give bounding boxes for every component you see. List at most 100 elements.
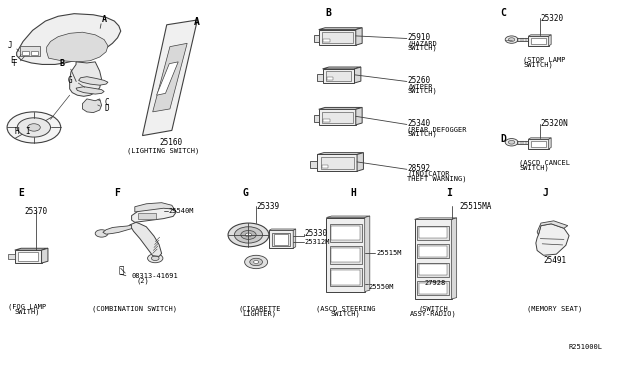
Polygon shape <box>76 87 104 94</box>
Bar <box>15 250 42 263</box>
Bar <box>272 233 290 246</box>
Text: (STOP LAMP: (STOP LAMP <box>523 57 566 63</box>
Polygon shape <box>314 115 319 122</box>
Text: (COMBINATION SWITCH): (COMBINATION SWITCH) <box>92 306 177 312</box>
Text: SWITCH): SWITCH) <box>331 311 360 317</box>
Polygon shape <box>548 35 551 46</box>
Polygon shape <box>83 99 102 113</box>
Circle shape <box>7 112 61 143</box>
Bar <box>31 51 38 55</box>
Text: SWITCH): SWITCH) <box>523 62 553 68</box>
Text: (2): (2) <box>137 278 150 284</box>
Text: A: A <box>102 16 107 25</box>
Polygon shape <box>415 218 457 219</box>
Text: 25340: 25340 <box>408 119 431 128</box>
Polygon shape <box>310 161 317 168</box>
Text: (REAR DEFOGGER: (REAR DEFOGGER <box>408 126 467 133</box>
Bar <box>417 226 449 240</box>
Polygon shape <box>355 67 361 83</box>
Polygon shape <box>548 138 551 149</box>
Text: (WIPER: (WIPER <box>408 83 433 90</box>
Text: 25260: 25260 <box>408 76 431 85</box>
Bar <box>531 141 546 147</box>
Text: 25515M: 25515M <box>376 250 402 256</box>
Polygon shape <box>357 153 364 171</box>
Bar <box>322 165 328 168</box>
Polygon shape <box>157 62 178 95</box>
Bar <box>417 244 449 258</box>
Text: 25160: 25160 <box>159 138 183 147</box>
Polygon shape <box>17 14 121 64</box>
Text: I: I <box>25 126 29 136</box>
Text: 25370: 25370 <box>24 207 47 216</box>
Text: C: C <box>104 98 109 107</box>
Text: D: D <box>500 134 506 144</box>
Circle shape <box>508 38 515 41</box>
Circle shape <box>228 223 269 247</box>
Text: I: I <box>447 188 452 198</box>
Polygon shape <box>319 108 362 109</box>
Bar <box>138 214 156 219</box>
Polygon shape <box>42 248 48 263</box>
Bar <box>327 77 333 80</box>
Bar <box>419 246 447 257</box>
Bar <box>321 157 354 169</box>
Text: 28592: 28592 <box>408 164 431 173</box>
Circle shape <box>245 233 252 237</box>
Bar <box>332 226 360 240</box>
Text: SWITCH): SWITCH) <box>408 131 437 137</box>
Text: H: H <box>15 126 19 136</box>
Circle shape <box>148 254 163 263</box>
Circle shape <box>505 36 518 43</box>
Polygon shape <box>317 74 323 81</box>
Text: ASSY-RADIO): ASSY-RADIO) <box>410 311 457 317</box>
Text: (LIGHTING SWITCH): (LIGHTING SWITCH) <box>127 148 200 154</box>
Polygon shape <box>319 28 362 30</box>
Text: F: F <box>115 188 120 198</box>
Text: 27928: 27928 <box>424 280 445 286</box>
Text: 25339: 25339 <box>256 202 279 211</box>
Polygon shape <box>323 67 361 69</box>
Text: C: C <box>500 7 506 17</box>
Bar <box>8 254 15 259</box>
Text: 25491: 25491 <box>543 256 566 265</box>
Polygon shape <box>319 30 356 45</box>
Text: 25320: 25320 <box>540 14 563 23</box>
Bar <box>326 71 351 81</box>
Text: G: G <box>68 76 72 85</box>
Text: J: J <box>542 188 548 198</box>
Bar <box>419 227 447 238</box>
Circle shape <box>508 140 515 144</box>
Polygon shape <box>536 224 569 255</box>
Bar <box>330 246 362 264</box>
Bar <box>326 218 365 292</box>
Text: (CIGARETTE: (CIGARETTE <box>238 306 280 312</box>
Polygon shape <box>293 229 296 248</box>
Text: E: E <box>10 56 15 65</box>
Polygon shape <box>15 248 48 250</box>
Bar <box>274 234 288 245</box>
Polygon shape <box>70 62 102 96</box>
Bar <box>269 231 293 248</box>
Text: SWITCH): SWITCH) <box>519 165 549 171</box>
Polygon shape <box>143 20 197 136</box>
Polygon shape <box>528 35 551 36</box>
Text: D: D <box>104 104 109 113</box>
Circle shape <box>28 124 40 131</box>
Text: 25320N: 25320N <box>540 119 568 128</box>
Text: F: F <box>12 59 17 68</box>
Circle shape <box>253 260 259 263</box>
Text: (ASCD CANCEL: (ASCD CANCEL <box>519 160 570 166</box>
Bar <box>330 268 362 286</box>
Circle shape <box>152 256 159 260</box>
Polygon shape <box>356 108 362 125</box>
Circle shape <box>250 258 262 266</box>
Text: 25540M: 25540M <box>169 208 194 214</box>
Text: Ⓢ: Ⓢ <box>118 267 124 276</box>
Text: 25312M: 25312M <box>305 239 330 245</box>
Polygon shape <box>132 208 176 222</box>
Polygon shape <box>47 32 108 62</box>
Bar <box>528 36 548 46</box>
Text: 25550M: 25550M <box>369 284 394 290</box>
Bar <box>323 119 330 122</box>
